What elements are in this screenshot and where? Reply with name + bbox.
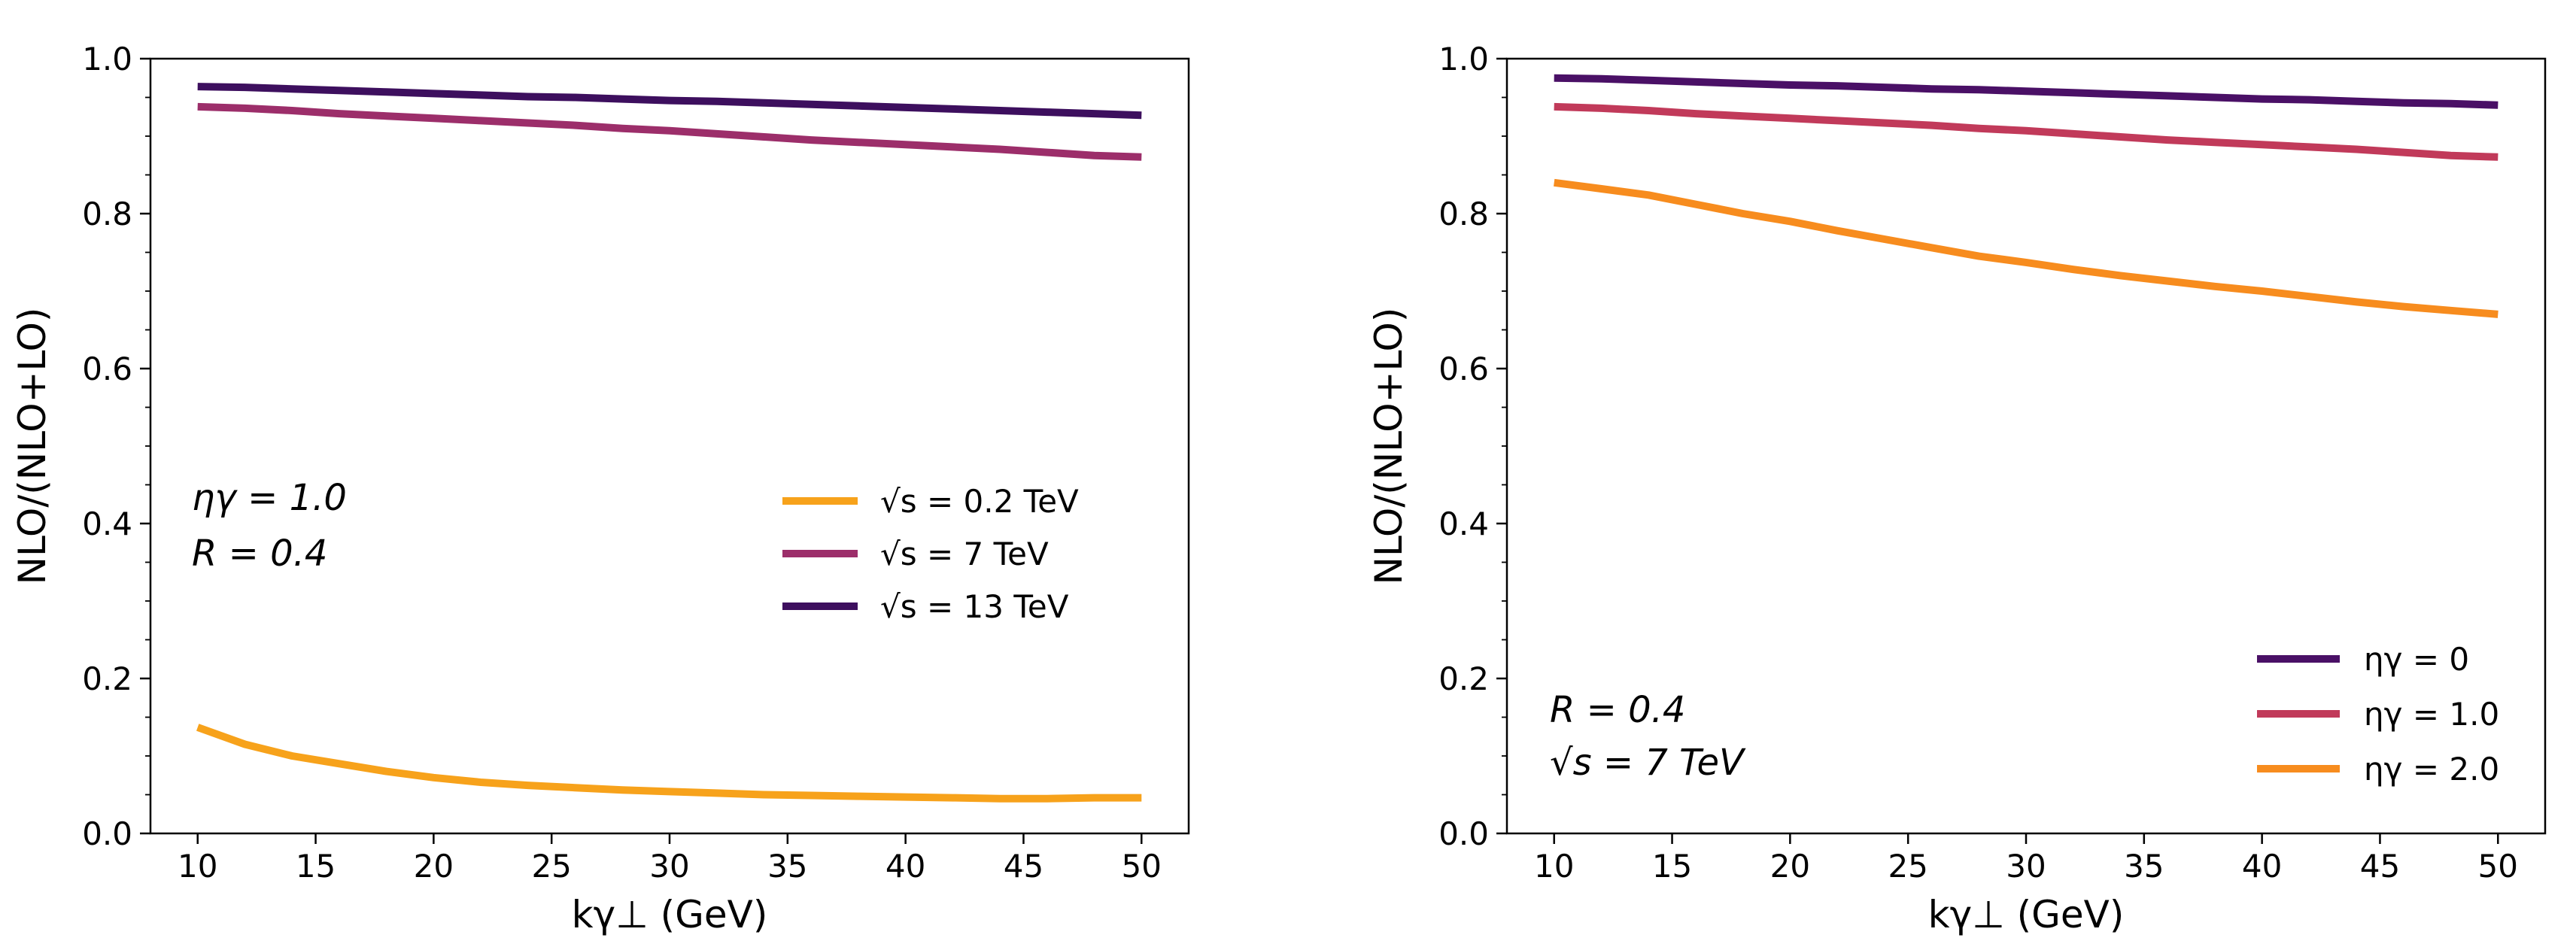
x-tick-label: 35 [2124, 848, 2164, 885]
legend: √s = 0.2 TeV √s = 7 TeV √s = 13 TeV [782, 483, 1079, 625]
legend-entry: ηγ = 1.0 [2364, 696, 2499, 733]
series-line-2 [1554, 178, 2499, 318]
x-tick-label: 25 [531, 848, 571, 885]
y-axis-label: NLO/(NLO+LO) [11, 308, 54, 585]
series-line-1 [197, 102, 1142, 161]
y-tick-label: 1.0 [82, 41, 132, 77]
legend-entry: ηγ = 2.0 [2364, 751, 2499, 788]
x-tick-label: 50 [2478, 848, 2518, 885]
x-tick-label: 45 [1004, 848, 1043, 885]
x-tick-label: 45 [2360, 848, 2400, 885]
x-tick-label: 20 [1770, 848, 1810, 885]
legend-entry: √s = 0.2 TeV [880, 483, 1079, 520]
x-tick-label: 40 [886, 848, 925, 885]
x-axis: 10 15 20 25 30 35 40 45 50 [1534, 833, 2518, 885]
y-axis-label: NLO/(NLO+LO) [1367, 308, 1411, 585]
x-axis-label: kγ⊥ (GeV) [572, 893, 768, 936]
x-axis-label: kγ⊥ (GeV) [1928, 893, 2125, 936]
y-tick-label: 0.8 [1438, 196, 1489, 232]
annotation: √s = 7 TeV [1550, 742, 1746, 784]
plot-frame [149, 57, 1190, 835]
x-tick-label: 25 [1888, 848, 1927, 885]
series-line-0 [1554, 74, 2499, 109]
x-tick-label: 15 [1652, 848, 1692, 885]
annotation: ηγ = 1.0 [192, 477, 347, 519]
annotation: R = 0.4 [1550, 689, 1685, 731]
series-line-2 [197, 83, 1142, 120]
y-axis: 0.0 0.2 0.4 0.6 0.8 1.0 [1438, 41, 1507, 852]
series-line-0 [196, 724, 1142, 803]
y-tick-label: 0.2 [82, 660, 132, 697]
x-axis: 10 15 20 25 30 35 40 45 50 [178, 833, 1162, 885]
y-tick-label: 1.0 [1438, 41, 1489, 77]
y-tick-label: 0.0 [1438, 815, 1489, 852]
annotation: R = 0.4 [192, 533, 327, 575]
y-tick-label: 0.4 [1438, 505, 1489, 542]
x-tick-label: 15 [296, 848, 336, 885]
y-tick-label: 0.6 [1438, 351, 1489, 387]
legend-entry: ηγ = 0 [2364, 641, 2469, 678]
y-tick-label: 0.8 [82, 196, 132, 232]
left-chart-panel: 10 15 20 25 30 35 40 45 50 0.0 0.2 0.4 0.6 0.8 1.0 kγ⊥ … [11, 41, 1190, 936]
x-tick-label: 35 [767, 848, 807, 885]
x-tick-label: 10 [178, 848, 217, 885]
x-tick-label: 40 [2242, 848, 2282, 885]
y-tick-label: 0.0 [82, 815, 132, 852]
y-tick-label: 0.6 [82, 351, 132, 387]
y-tick-label: 0.4 [82, 505, 132, 542]
legend: ηγ = 0 ηγ = 1.0 ηγ = 2.0 [2257, 641, 2499, 788]
legend-entry: √s = 13 TeV [880, 588, 1069, 625]
x-tick-label: 30 [2006, 848, 2046, 885]
series-line-1 [1554, 102, 2499, 161]
y-tick-label: 0.2 [1438, 660, 1489, 697]
x-tick-label: 10 [1534, 848, 1574, 885]
x-tick-label: 50 [1122, 848, 1162, 885]
x-tick-label: 30 [649, 848, 689, 885]
x-tick-label: 20 [414, 848, 454, 885]
y-axis: 0.0 0.2 0.4 0.6 0.8 1.0 [82, 41, 150, 852]
legend-entry: √s = 7 TeV [880, 536, 1049, 572]
right-chart-panel: 10 15 20 25 30 35 40 45 50 0.0 0.2 0.4 0.6 0.8 1.0 kγ⊥ … [1367, 41, 2547, 936]
